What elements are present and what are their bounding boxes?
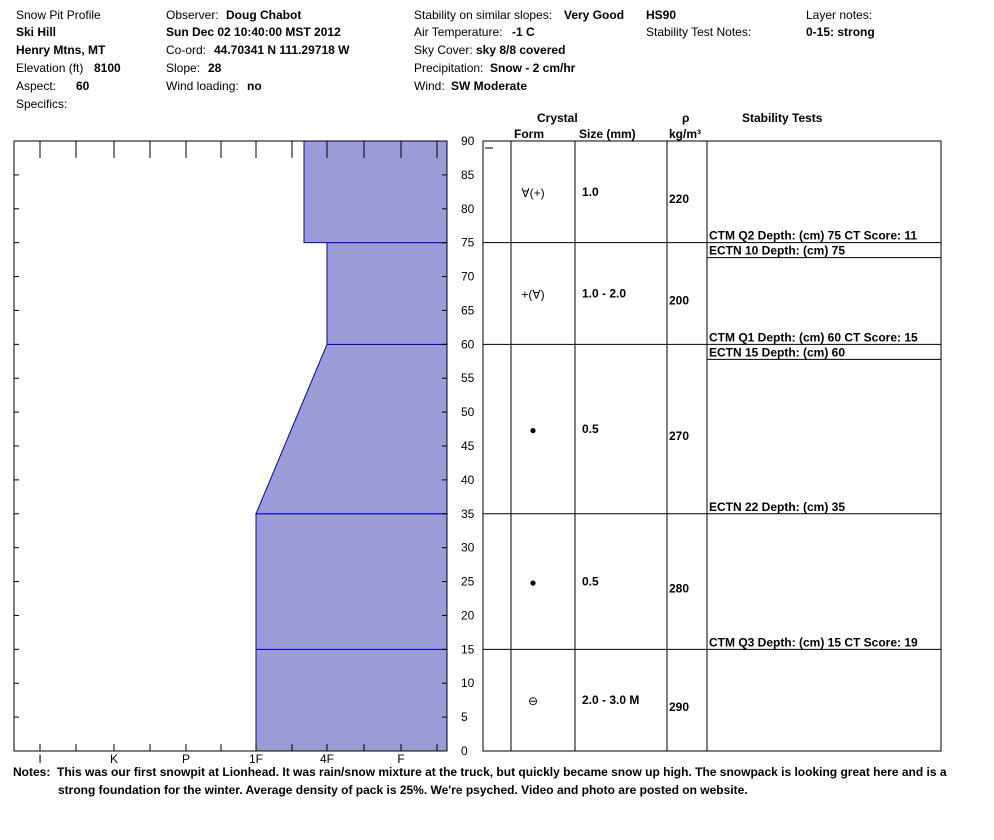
depth-tick-label: 20 [461,608,475,622]
stability-test-label: CTM Q2 Depth: (cm) 75 CT Score: 11 [709,229,917,243]
hardness-tick-label: F [397,752,404,766]
hardness-tick-label: K [110,752,118,766]
wind-value: SW Moderate [451,79,528,93]
crystal-size-value: 1.0 [582,185,599,199]
wind-label: Wind: [414,79,445,93]
density-value: 270 [669,429,689,443]
depth-tick-label: 10 [461,676,475,690]
crystal-header: Crystal [537,111,578,125]
aspect-label: Aspect: [16,79,57,93]
notes: Notes: This was our first snowpit at Lio… [13,763,973,799]
depth-tick-label: 40 [461,473,475,487]
density-value: 290 [669,700,689,714]
stability-test-label: CTM Q3 Depth: (cm) 15 CT Score: 19 [709,635,918,649]
depth-tick-label: 90 [461,134,475,148]
stability-tests-header: Stability Tests [742,111,823,125]
hardness-layer [303,140,448,244]
sky-label: Sky Cover: [414,43,473,57]
depth-tick-label: 30 [461,541,475,555]
hardness-tick-label: 4F [320,752,334,766]
specifics-label: Specifics: [16,97,68,111]
hardness-tick-label: 1F [249,752,263,766]
density-value: 280 [669,582,689,596]
size-header: Size (mm) [579,127,636,141]
notes-line2: strong foundation for the winter. Averag… [58,783,748,797]
layer-notes-label: Layer notes: [806,8,873,22]
crystal-size-value: 2.0 - 3.0 M [582,693,639,707]
depth-tick-label: 50 [461,405,475,419]
observer-label: Observer: [166,8,219,22]
location-name: Ski Hill [16,25,57,39]
hardness-layer [255,343,448,515]
wind-loading-value: no [247,79,262,93]
elevation-label: Elevation (ft) [16,61,84,75]
depth-tick-label: 75 [461,236,475,250]
stability-value: Very Good [564,8,625,22]
depth-tick-label: 70 [461,270,475,284]
crystal-form-glyph: ⊖ [528,694,538,708]
form-header: Form [514,127,544,141]
depth-tick-label: 60 [461,337,475,351]
depth-tick-label: 65 [461,303,475,317]
layer-table-frame [482,140,942,752]
stability-test-label: CTM Q1 Depth: (cm) 60 CT Score: 15 [709,330,918,344]
stability-test-label: ECTN 10 Depth: (cm) 75 [709,244,845,258]
hardness-tick-label: I [38,752,41,766]
crystal-size-value: 1.0 - 2.0 [582,287,626,301]
hardness-layer [255,648,448,752]
crystal-form-glyph: ● [529,423,536,437]
depth-tick-label: 45 [461,439,475,453]
layer-notes-value: 0-15: strong [806,25,875,39]
hardness-tick-label: P [182,752,190,766]
hardness-layer [326,242,448,345]
depth-tick-label: 55 [461,371,475,385]
notes-label: Notes: [13,765,51,779]
sky-value: sky 8/8 covered [476,43,566,57]
depth-tick-label: 35 [461,507,475,521]
stability-test-label: ECTN 15 Depth: (cm) 60 [709,345,845,359]
depth-tick-label: 15 [461,642,475,656]
air-temp-value: -1 C [512,25,535,39]
depth-tick-label: 0 [461,744,468,758]
precip-value: Snow - 2 cm/hr [490,61,576,75]
rho-unit-header: kg/m³ [669,127,702,141]
coord-label: Co-ord: [166,43,207,57]
crystal-size-value: 0.5 [582,422,599,436]
slope-value: 28 [208,61,222,75]
crystal-form-glyph: +(∀) [521,288,544,302]
depth-tick-label: 85 [461,168,475,182]
aspect-value: 60 [76,79,90,93]
elevation-value: 8100 [94,61,121,75]
page-title: Snow Pit Profile [16,8,101,22]
air-temp-label: Air Temperature: [414,25,503,39]
stability-test-notes-label: Stability Test Notes: [646,25,752,39]
precip-label: Precipitation: [414,61,484,75]
rho-header: ρ [682,111,690,125]
wind-loading-label: Wind loading: [166,79,239,93]
stability-test-label: ECTN 22 Depth: (cm) 35 [709,500,845,514]
stability-label: Stability on similar slopes: [414,8,553,22]
hardness-layer [255,513,448,650]
slope-label: Slope: [166,61,201,75]
depth-tick-label: 5 [461,710,468,724]
depth-tick-label: 80 [461,202,475,216]
observer-value: Doug Chabot [226,8,302,22]
notes-line1: This was our first snowpit at Lionhead. … [57,765,947,779]
region: Henry Mtns, MT [16,43,106,57]
density-value: 220 [669,192,689,206]
crystal-form-glyph: ∀(+) [521,186,544,200]
crystal-form-glyph: ● [529,576,536,590]
hs-value: HS90 [646,8,677,22]
crystal-size-value: 0.5 [582,575,599,589]
coord-value: 44.70341 N 111.29718 W [214,43,350,57]
density-value: 200 [669,294,689,308]
datetime: Sun Dec 02 10:40:00 MST 2012 [166,25,341,39]
depth-tick-label: 25 [461,575,475,589]
